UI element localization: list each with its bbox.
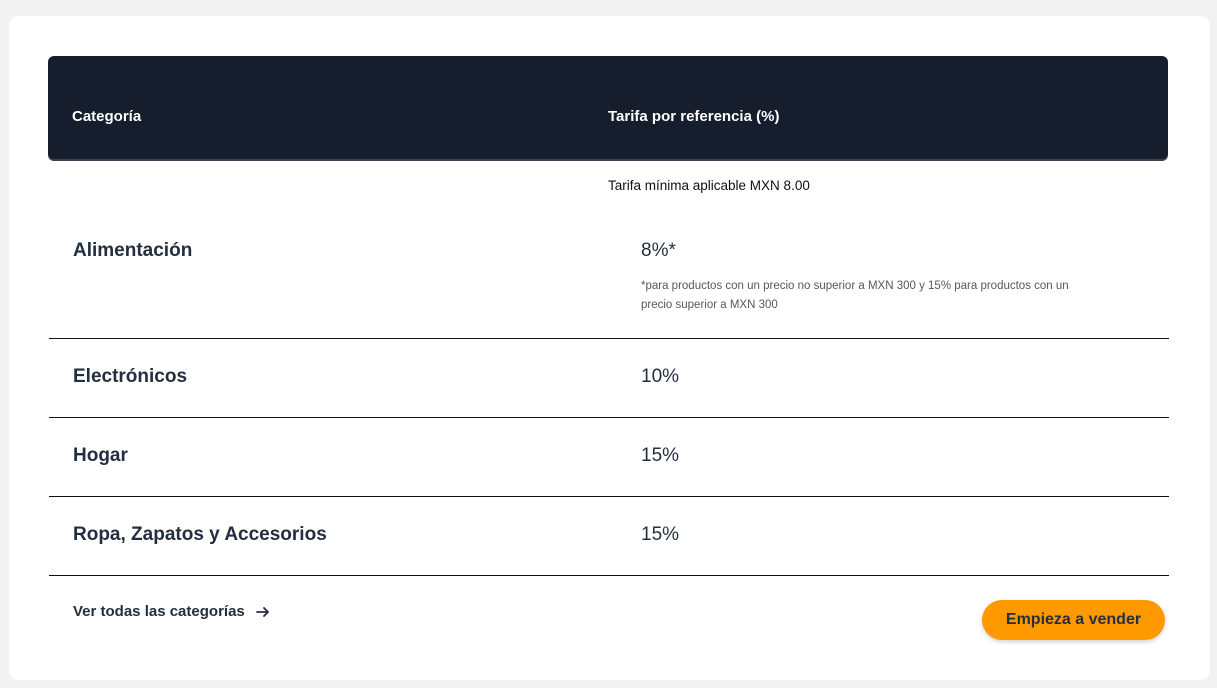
row-rate: 15% <box>641 524 680 545</box>
row-category: Hogar <box>73 445 128 466</box>
row-category: Electrónicos <box>73 366 188 387</box>
row-rate: 8%* <box>641 240 676 261</box>
header-category: Categoría <box>72 108 142 125</box>
row-rate: 10% <box>641 366 680 387</box>
row-category: Ropa, Zapatos y Accesorios <box>73 524 327 545</box>
row-rate: 15% <box>641 445 680 466</box>
start-selling-button[interactable]: Empieza a vender <box>982 600 1165 640</box>
table-row: Hogar 15% <box>49 418 1169 497</box>
table-row: Alimentación 8%* *para productos con un … <box>49 216 1169 339</box>
table-row: Electrónicos 10% <box>49 339 1169 418</box>
table-row: Ropa, Zapatos y Accesorios 15% <box>49 497 1169 576</box>
view-all-categories-label: Ver todas las categorías <box>73 603 245 620</box>
row-category: Alimentación <box>73 240 193 261</box>
table-header: Categoría Tarifa por referencia (%) <box>48 56 1168 159</box>
header-referral-rate: Tarifa por referencia (%) <box>608 108 780 125</box>
arrow-right-icon <box>255 604 271 620</box>
row-rate-footnote: *para productos con un precio no superio… <box>641 280 1069 311</box>
minimum-fee-note: Tarifa mínima aplicable MXN 8.00 <box>608 178 810 193</box>
referral-fee-card: Categoría Tarifa por referencia (%) Tari… <box>9 16 1210 680</box>
view-all-categories-link[interactable]: Ver todas las categorías <box>73 603 271 620</box>
